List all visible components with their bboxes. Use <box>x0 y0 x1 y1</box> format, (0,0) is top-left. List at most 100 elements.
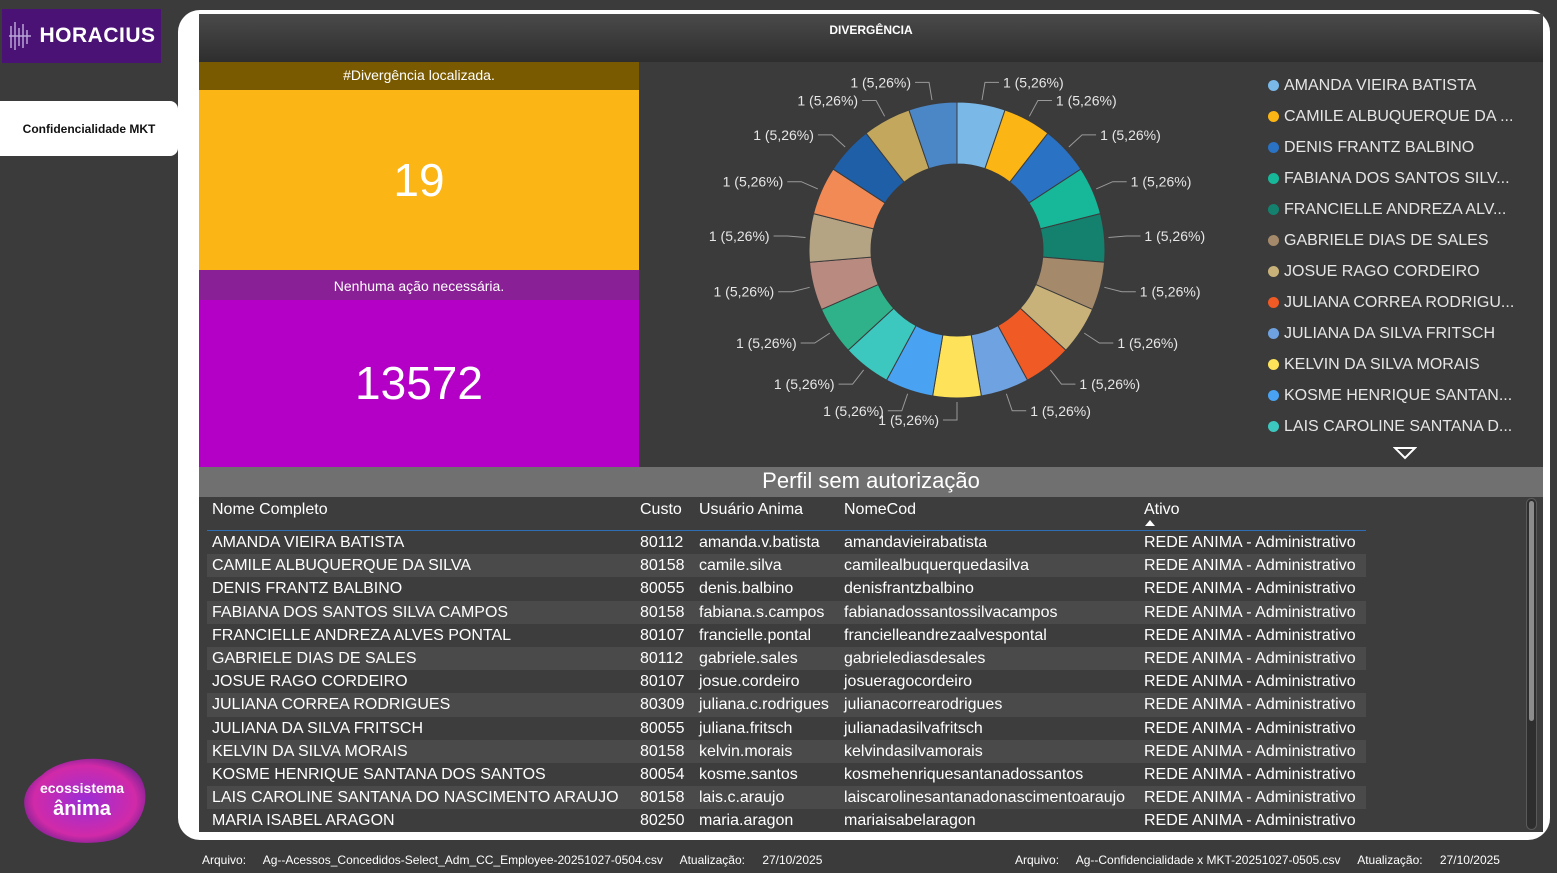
donut-chart[interactable]: 1 (5,26%) 1 (5,26%) 1 (5,26%) 1 (5,26%) 1 (5… <box>639 62 1543 467</box>
table-scrollbar[interactable] <box>1526 498 1537 830</box>
legend-item[interactable]: FABIANA DOS SANTOS SILV... <box>1268 163 1528 194</box>
table-row[interactable]: KOSME HENRIQUE SANTANA DOS SANTOS 80054 ko… <box>207 763 1366 786</box>
col-header-ativo[interactable]: Ativo <box>1144 501 1180 518</box>
legend-label: JULIANA CORREA RODRIGU... <box>1284 293 1515 311</box>
legend-item[interactable]: CAMILE ALBUQUERQUE DA ... <box>1268 101 1528 132</box>
donut-leader-18 <box>862 99 886 117</box>
cell-usuario-anima: francielle.pontal <box>699 626 812 644</box>
legend-item[interactable]: FRANCIELLE ANDREZA ALV... <box>1268 194 1528 225</box>
cell-custo: 80112 <box>640 534 684 551</box>
donut-label-4: 1 (5,26%) <box>1131 174 1192 190</box>
legend-item[interactable]: GABRIELE DIAS DE SALES <box>1268 225 1528 256</box>
cell-nomecod: kelvindasilvamorais <box>844 742 983 760</box>
table-row[interactable]: MARIA ISABEL ARAGON 80250 maria.aragon mari… <box>207 809 1366 832</box>
cell-nome-completo: LAIS CAROLINE SANTANA DO NASCIMENTO ARAU… <box>212 789 619 807</box>
legend-label: JOSUE RAGO CORDEIRO <box>1284 262 1480 280</box>
donut-leader-13 <box>800 332 831 344</box>
cell-nome-completo: AMANDA VIEIRA BATISTA <box>212 534 405 551</box>
cell-nomecod: gabrielediasdesales <box>844 649 986 667</box>
legend-label: AMANDA VIEIRA BATISTA <box>1284 76 1477 94</box>
footer-right: Arquivo: Ag--Confidencialidade x MKT-202… <box>1015 849 1514 871</box>
cell-nome-completo: MARIA ISABEL ARAGON <box>212 812 395 830</box>
table-row[interactable]: LAIS CAROLINE SANTANA DO NASCIMENTO ARAU… <box>207 786 1366 810</box>
donut-label-12: 1 (5,26%) <box>774 376 835 392</box>
table-row[interactable]: FRANCIELLE ANDREZA ALVES PONTAL 80107 fran… <box>207 624 1366 647</box>
donut-slice-19[interactable] <box>908 101 958 170</box>
horacius-logo: HORACIUS <box>2 9 161 63</box>
donut-leader-7 <box>1083 332 1114 344</box>
donut-label-8: 1 (5,26%) <box>1079 376 1140 392</box>
legend-dot <box>1268 359 1279 370</box>
chart-legend: AMANDA VIEIRA BATISTA CAMILE ALBUQUERQUE … <box>1268 70 1528 442</box>
col-header-custo[interactable]: Custo <box>640 501 682 518</box>
donut-leader-2 <box>1028 99 1052 117</box>
cell-usuario-anima: kosme.santos <box>699 765 798 783</box>
cell-nome-completo: JULIANA CORREA RODRIGUES <box>212 696 451 714</box>
sort-ascending-icon[interactable] <box>1144 519 1156 527</box>
legend-item[interactable]: KELVIN DA SILVA MORAIS <box>1268 349 1528 380</box>
nav-tab-confidencialidade-mkt[interactable]: Confidencialidade MKT <box>0 101 178 156</box>
donut-leader-12 <box>838 369 865 385</box>
table-row[interactable]: KELVIN DA SILVA MORAIS 80158 kelvin.morais… <box>207 739 1366 763</box>
cell-nome-completo: DENIS FRANTZ BALBINO <box>212 580 403 598</box>
donut-label-19: 1 (5,26%) <box>850 74 911 90</box>
legend-dot <box>1268 421 1279 432</box>
cell-nome-completo: KELVIN DA SILVA MORAIS <box>212 742 408 760</box>
cell-usuario-anima: maria.aragon <box>699 812 794 830</box>
ecossistema-anima-logo: ecossistema ânima <box>24 758 146 843</box>
legend-dot <box>1268 235 1279 246</box>
table-row[interactable]: FABIANA DOS SANTOS SILVA CAMPOS 80158 fabi… <box>207 600 1366 624</box>
cell-nome-completo: JOSUE RAGO CORDEIRO <box>212 673 408 691</box>
cell-nomecod: fabianadossantossilvacampos <box>844 603 1058 621</box>
cell-usuario-anima: fabiana.s.campos <box>699 603 825 621</box>
cell-ativo: REDE ANIMA - Administrativo <box>1144 626 1356 644</box>
footer-right-file-label: Arquivo: <box>1015 853 1060 867</box>
legend-item[interactable]: KOSME HENRIQUE SANTAN... <box>1268 380 1528 411</box>
donut-leader-10 <box>943 402 958 421</box>
table-header: Nome Completo Custo Usuário Anima NomeCo… <box>207 498 1366 531</box>
table-row[interactable]: AMANDA VIEIRA BATISTA 80112 amanda.v.batis… <box>207 531 1366 554</box>
legend-item[interactable]: AMANDA VIEIRA BATISTA <box>1268 70 1528 101</box>
cell-nomecod: camilealbuquerquedasilva <box>844 557 1030 575</box>
cell-ativo: REDE ANIMA - Administrativo <box>1144 603 1356 621</box>
cell-ativo: REDE ANIMA - Administrativo <box>1144 673 1356 691</box>
cell-ativo: REDE ANIMA - Administrativo <box>1144 580 1356 598</box>
cell-nome-completo: GABRIELE DIAS DE SALES <box>212 649 417 667</box>
table-row[interactable]: DENIS FRANTZ BALBINO 80055 denis.balbino de… <box>207 577 1366 600</box>
table-scrollbar-thumb[interactable] <box>1529 501 1534 721</box>
footer-left-update-label: Atualização: <box>679 853 745 867</box>
table-row[interactable]: CAMILE ALBUQUERQUE DA SILVA 80158 camile.s… <box>207 554 1366 578</box>
eco-line1: ecossistema <box>40 780 124 796</box>
footer-right-update: 27/10/2025 <box>1439 853 1500 867</box>
cell-nomecod: francielleandrezaalvespontal <box>844 626 1047 644</box>
table-row[interactable]: JULIANA CORREA RODRIGUES 80309 juliana.c.r… <box>207 693 1366 717</box>
legend-item[interactable]: JOSUE RAGO CORDEIRO <box>1268 256 1528 287</box>
nav-tab-label: Confidencialidade MKT <box>22 121 156 136</box>
table-row[interactable]: JOSUE RAGO CORDEIRO 80107 josue.cordeiro jo… <box>207 670 1366 693</box>
divergence-kpi-value[interactable]: 19 <box>199 90 639 270</box>
cell-custo: 80055 <box>640 719 685 737</box>
col-header-nomecod[interactable]: NomeCod <box>844 501 917 518</box>
donut-leader-9 <box>1005 393 1027 412</box>
donut-label-5: 1 (5,26%) <box>1144 228 1205 244</box>
legend-scroll-down-icon[interactable] <box>1393 446 1417 460</box>
table-title: Perfil sem autorização <box>199 467 1543 497</box>
cell-custo: 80054 <box>640 765 685 783</box>
table-row[interactable]: JULIANA DA SILVA FRITSCH 80055 juliana.fri… <box>207 717 1366 740</box>
no-action-kpi-value[interactable]: 13572 <box>199 300 639 467</box>
cell-nome-completo: FRANCIELLE ANDREZA ALVES PONTAL <box>212 626 512 644</box>
donut-label-16: 1 (5,26%) <box>723 174 784 190</box>
cell-custo: 80055 <box>640 580 685 598</box>
col-header-usuario-anima[interactable]: Usuário Anima <box>699 501 804 518</box>
table-row[interactable]: GABRIELE DIAS DE SALES 80112 gabriele.sale… <box>207 646 1366 671</box>
donut-label-1: 1 (5,26%) <box>1003 74 1064 90</box>
cell-nomecod: kosmehenriquesantanadossantos <box>844 765 1084 783</box>
cell-ativo: REDE ANIMA - Administrativo <box>1144 649 1356 667</box>
legend-item[interactable]: DENIS FRANTZ BALBINO <box>1268 132 1528 163</box>
legend-item[interactable]: LAIS CAROLINE SANTANA D... <box>1268 411 1528 442</box>
legend-item[interactable]: JULIANA CORREA RODRIGU... <box>1268 287 1528 318</box>
col-header-nome-completo[interactable]: Nome Completo <box>212 501 328 518</box>
logo-text: HORACIUS <box>39 24 156 47</box>
eco-line2: ânima <box>53 798 112 820</box>
legend-item[interactable]: JULIANA DA SILVA FRITSCH <box>1268 318 1528 349</box>
